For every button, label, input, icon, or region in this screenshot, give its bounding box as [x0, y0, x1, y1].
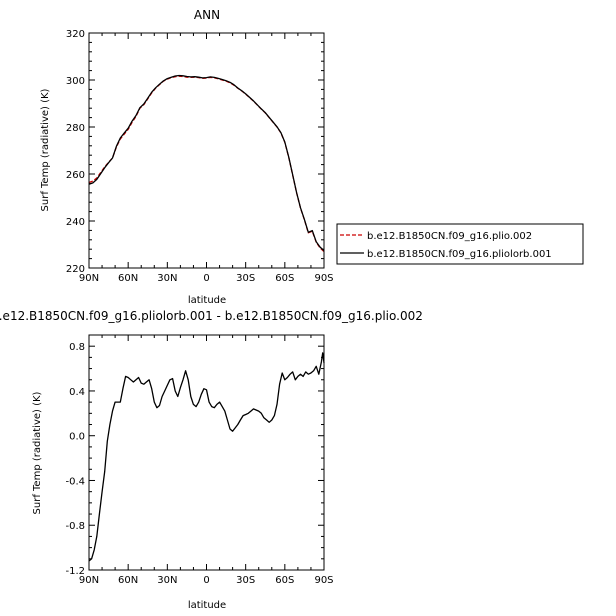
- legend-label-plio: b.e12.B1850CN.f09_g16.plio.002: [367, 231, 532, 242]
- y-tick-label: 300: [66, 76, 85, 87]
- bottom-ticks: [88, 335, 325, 571]
- top-series-lines: [88, 74, 325, 253]
- x-tick-label: 30S: [236, 575, 255, 586]
- bottom-x-axis-label: latitude: [188, 600, 226, 611]
- y-tick-label: 0.0: [69, 432, 85, 443]
- x-tick-label: 0: [203, 273, 209, 284]
- x-tick-label: 60S: [275, 575, 294, 586]
- legend-box: [336, 223, 584, 265]
- y-tick-label: 260: [66, 170, 85, 181]
- series-line-002: [88, 75, 325, 253]
- x-tick-label: 60S: [275, 273, 294, 284]
- series-line-0: [88, 352, 325, 562]
- legend-label-pliolorb: b.e12.B1850CN.f09_g16.pliolorb.001: [367, 249, 552, 260]
- x-tick-label: 90S: [314, 575, 333, 586]
- x-tick-label: 90S: [314, 273, 333, 284]
- y-tick-label: 220: [66, 264, 85, 275]
- bottom-series-lines: [88, 352, 325, 562]
- top-chart-title: ANN: [194, 8, 220, 22]
- top-x-axis-label: latitude: [188, 295, 226, 306]
- y-tick-label: 320: [66, 29, 85, 40]
- top-ticks: [88, 32, 325, 269]
- x-tick-label: 90N: [79, 575, 99, 586]
- bottom-chart-title: b.e12.B1850CN.f09_g16.pliolorb.001 - b.e…: [0, 309, 423, 323]
- bottom-panel: b.e12.B1850CN.f09_g16.pliolorb.001 - b.e…: [0, 309, 423, 611]
- bottom-y-axis-label: Surf Temp (radiative) (K): [32, 391, 43, 514]
- y-tick-label: -0.8: [65, 521, 85, 532]
- y-tick-label: 240: [66, 217, 85, 228]
- legend: b.e12.B1850CN.f09_g16.plio.002 b.e12.B18…: [336, 223, 584, 265]
- series-line-001: [88, 74, 325, 252]
- y-tick-label: 0.8: [69, 342, 85, 353]
- top-panel: ANN Surf Temp (radiative) (K) latitude 2…: [40, 8, 334, 306]
- x-tick-label: 0: [203, 575, 209, 586]
- x-tick-label: 90N: [79, 273, 99, 284]
- y-tick-label: -0.4: [65, 476, 85, 487]
- x-tick-label: 30N: [157, 575, 177, 586]
- top-y-tick-labels: 220 240 260 280 300 320: [66, 29, 85, 275]
- bottom-plot-frame: [88, 334, 325, 571]
- y-tick-label: 280: [66, 123, 85, 134]
- x-tick-label: 60N: [118, 575, 138, 586]
- top-y-axis-label: Surf Temp (radiative) (K): [40, 88, 51, 211]
- x-tick-label: 30N: [157, 273, 177, 284]
- bottom-y-tick-labels: -1.2 -0.8 -0.4 0.0 0.4 0.8: [65, 342, 85, 577]
- top-x-tick-labels: 90N 60N 30N 0 30S 60S 90S: [79, 273, 334, 284]
- x-tick-label: 30S: [236, 273, 255, 284]
- x-tick-label: 60N: [118, 273, 138, 284]
- y-tick-label: 0.4: [69, 387, 85, 398]
- top-plot-frame: [88, 32, 325, 269]
- y-tick-label: -1.2: [65, 566, 85, 577]
- bottom-x-tick-labels: 90N 60N 30N 0 30S 60S 90S: [79, 575, 334, 586]
